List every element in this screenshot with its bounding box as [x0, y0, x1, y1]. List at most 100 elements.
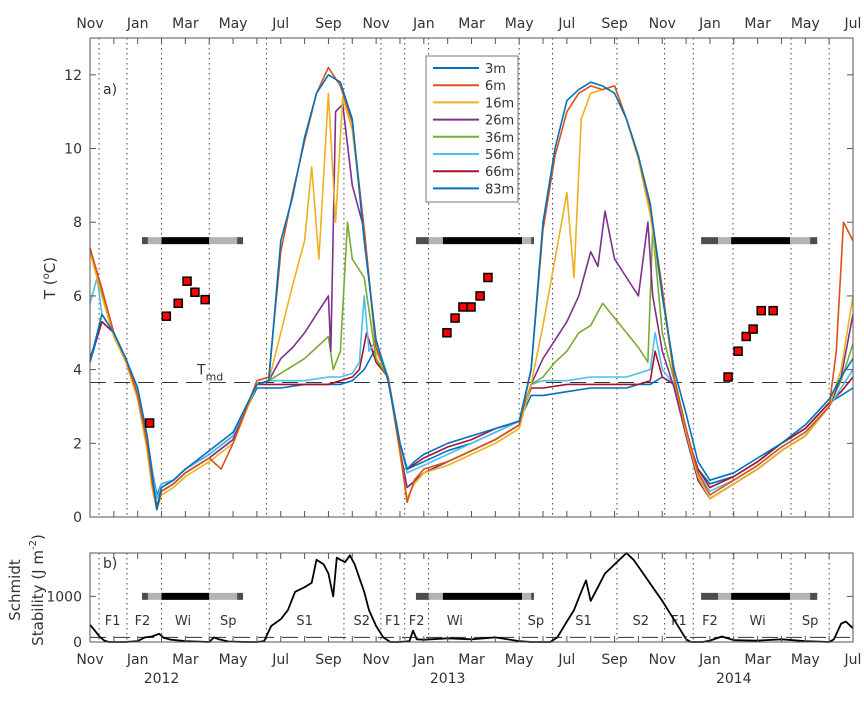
ylabel2-base: Stability (J m: [29, 550, 47, 646]
ice-bar-segment-light: [522, 237, 532, 245]
x-tick-label-top: Nov: [362, 16, 389, 32]
x-tick-label-top: Mar: [172, 16, 199, 32]
season-label: F1: [105, 614, 121, 629]
season-label: Wi: [175, 614, 191, 629]
red-square-marker: [182, 276, 192, 286]
x-tick-label-bottom: Sep: [601, 652, 628, 668]
legend-label-56m: 56m: [485, 148, 514, 163]
legend-label-16m: 16m: [485, 96, 514, 111]
ice-cover-bars-b: [141, 592, 818, 600]
x-tick-label-bottom: May: [791, 652, 820, 668]
panel-b-ylabel-line1: Schmidt: [6, 559, 24, 621]
ice-bar-segment-dark: [415, 592, 429, 600]
ice-bar-segment-light: [428, 592, 443, 600]
x-tick-label-bottom: Sep: [315, 652, 342, 668]
x-tick-label-top: Sep: [601, 16, 628, 32]
red-square-marker: [200, 294, 210, 305]
x-tick-label-bottom: Nov: [76, 652, 103, 668]
season-label: F2: [702, 614, 718, 629]
season-label: S2: [354, 614, 371, 629]
red-square-marker: [144, 418, 155, 428]
x-tick-label-bottom: Mar: [458, 652, 485, 668]
x-tick-label-top: Sep: [315, 16, 342, 32]
panel-b-ticks: Nov Jan Mar May Jul Sep Nov Jan Mar May Jul Sep Nov J…: [46, 553, 861, 668]
ice-bar-segment-dark: [810, 237, 818, 245]
year-label: 2013: [430, 671, 466, 687]
panel-a: Nov Jan Mar May Jul Sep Nov Jan Mar May Jul Sep Nov J…: [41, 16, 861, 526]
y-tick-label: 8: [73, 215, 82, 231]
tmd-label-base: T: [196, 363, 206, 379]
x-tick-label-bottom: May: [219, 652, 248, 668]
ice-bar-segment-light: [147, 592, 162, 600]
season-label: S2: [633, 614, 650, 629]
x-tick-label-top: Jul: [271, 16, 289, 32]
legend-label-83m: 83m: [485, 182, 514, 197]
red-square-marker: [173, 298, 183, 309]
y-tick-label: 12: [64, 68, 82, 84]
x-tick-label-bottom: Mar: [744, 652, 771, 668]
red-square-marker: [768, 305, 778, 316]
red-square-marker: [466, 302, 476, 312]
ice-bar-segment-light: [790, 237, 811, 245]
ice-bar-segment-dark: [237, 592, 244, 600]
ice-bar-segment-light: [147, 237, 162, 245]
tmd-label: Tmd: [196, 363, 223, 384]
panel-a-label: a): [103, 82, 117, 98]
y-tick-label: 1000: [46, 589, 82, 605]
red-square-marker: [748, 324, 758, 334]
panel-a-ticks: Nov Jan Mar May Jul Sep Nov Jan Mar May Jul Sep Nov J…: [64, 16, 861, 526]
panel-b: F1 F2 Wi Sp S1 S2 F1 F2 Wi Sp S1 S2 F1 F2 Wi Sp Nov Jan M…: [6, 534, 861, 687]
x-tick-label-bottom: Jan: [126, 652, 149, 668]
ice-cover-bars: [141, 237, 818, 245]
y-tick-label: 2: [73, 436, 82, 452]
y-tick-label: 0: [73, 635, 82, 651]
legend-box: [425, 55, 519, 203]
red-square-marker: [442, 328, 452, 338]
ice-bar-segment-dark: [531, 592, 534, 600]
season-label: Sp: [528, 614, 545, 629]
red-square-marker: [190, 287, 200, 297]
year-labels: 2012 2013 2014: [144, 671, 752, 687]
year-label: 2012: [144, 671, 180, 687]
ice-bar-segment-light: [718, 237, 732, 245]
ice-bar-segment-dark: [415, 237, 429, 245]
legend-label-36m: 36m: [485, 131, 514, 146]
ice-bar-segment-dark: [701, 237, 719, 245]
ylabel-base: T (: [41, 279, 59, 300]
y-tick-label: 10: [64, 142, 82, 158]
red-square-marker: [733, 346, 743, 356]
x-tick-label-top: Jul: [844, 16, 862, 32]
ice-bar-segment-dark: [701, 592, 719, 600]
x-tick-label-top: May: [791, 16, 820, 32]
ice-bar-segment-dark: [237, 237, 244, 245]
season-label: F1: [671, 614, 687, 629]
ice-bar-segment-black: [731, 592, 791, 600]
ice-bar-segment-black: [161, 592, 210, 600]
panel-b-ylabel-line2: Stability (J m-2): [28, 534, 47, 646]
red-square-marker: [723, 372, 733, 382]
x-tick-label-bottom: Jul: [271, 652, 289, 668]
panel-b-label: b): [103, 556, 117, 572]
x-tick-label-bottom: Mar: [172, 652, 199, 668]
ice-bar-segment-dark: [141, 592, 148, 600]
red-square-marker: [756, 305, 766, 316]
ice-bar-segment-black: [161, 237, 210, 245]
x-tick-label-bottom: Jan: [698, 652, 721, 668]
season-label: Wi: [750, 614, 766, 629]
tmd-label-sub: md: [206, 371, 224, 384]
ice-bar-segment-light: [428, 237, 443, 245]
red-square-marker: [483, 272, 493, 283]
legend-label-26m: 26m: [485, 114, 514, 129]
legend: 3m 6m 16m 26m 36m 56m 66m 83m: [425, 55, 519, 203]
y-tick-label: 4: [73, 363, 82, 379]
panel-a-ylabel: T (oC): [41, 257, 59, 300]
ice-bar-segment-black: [731, 237, 791, 245]
year-label: 2014: [716, 671, 752, 687]
temperature-line-3m: [89, 74, 854, 511]
y-tick-label: 6: [73, 289, 82, 305]
x-tick-label-bottom: Nov: [362, 652, 389, 668]
red-square-marker: [475, 291, 485, 301]
ice-bar-segment-black: [442, 592, 523, 600]
ice-bar-segment-dark: [531, 237, 534, 245]
